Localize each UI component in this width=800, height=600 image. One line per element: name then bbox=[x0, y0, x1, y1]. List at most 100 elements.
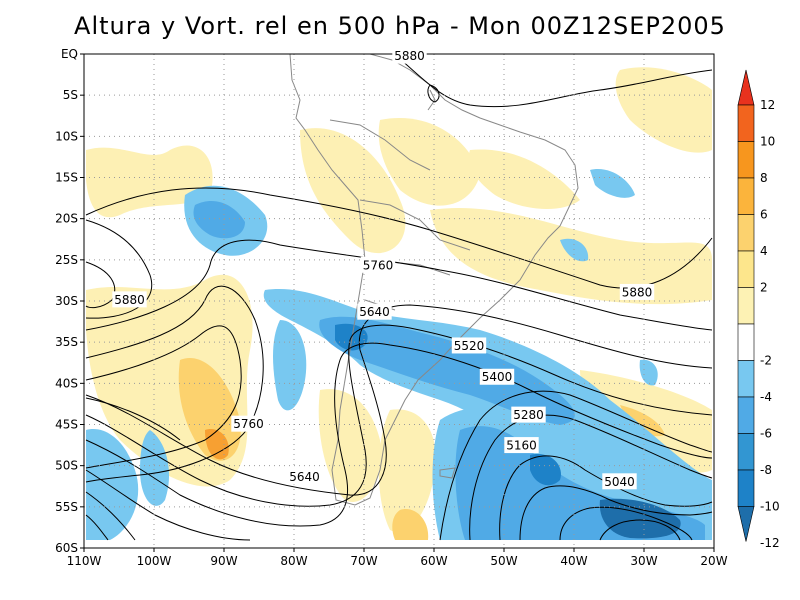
latitude-tick-label: 15S bbox=[55, 171, 78, 185]
height-contour bbox=[85, 491, 136, 541]
height-contour bbox=[85, 324, 713, 507]
contour-label: 5160 bbox=[506, 439, 537, 453]
negative-vorticity-area bbox=[193, 201, 245, 239]
south-america-coastline bbox=[289, 54, 579, 506]
longitude-tick-label: 30W bbox=[630, 554, 657, 568]
contour-label-background bbox=[451, 337, 487, 354]
country-border bbox=[427, 89, 436, 111]
graticule bbox=[84, 54, 714, 548]
height-contour bbox=[85, 397, 181, 441]
latitude-tick-label: 30S bbox=[55, 294, 78, 308]
contour-labels: 5880 5880 5880 5760 5760 5640 5640 5520 5400 5280… bbox=[112, 47, 655, 490]
height-contour bbox=[559, 506, 693, 541]
colorbar-segment bbox=[737, 104, 755, 142]
positive-vorticity-area bbox=[620, 405, 665, 437]
height-contour bbox=[519, 485, 713, 541]
contour-label: 5280 bbox=[513, 408, 544, 422]
contour-label-background bbox=[287, 468, 322, 485]
negative-vorticity-area bbox=[590, 169, 635, 198]
positive-vorticity-area bbox=[86, 145, 213, 218]
colorbar-label: 10 bbox=[760, 135, 775, 149]
colorbar: 12 10 8 6 4 2 -2 -4 -6 -8 -10 -12 bbox=[737, 69, 780, 550]
contour-label-background bbox=[360, 256, 396, 273]
negative-vorticity-area bbox=[530, 454, 561, 486]
colorbar-top-arrow bbox=[737, 69, 755, 106]
height-contour bbox=[469, 414, 713, 541]
longitude-axis-labels: 110W 100W 90W 80W 70W 60W 50W 40W 30W 20W bbox=[67, 554, 728, 568]
contour-label-background bbox=[511, 406, 546, 423]
colorbar-label: 4 bbox=[760, 244, 768, 258]
colorbar-label: -6 bbox=[760, 427, 772, 441]
positive-vorticity-area bbox=[318, 389, 381, 502]
longitude-tick-label: 20W bbox=[700, 554, 727, 568]
height-contour bbox=[85, 285, 264, 483]
colorbar-label: -12 bbox=[760, 536, 780, 550]
contour-label-background bbox=[112, 291, 147, 308]
negative-vorticity-area bbox=[140, 430, 170, 506]
contour-label-background bbox=[392, 47, 427, 64]
height-contour bbox=[85, 304, 713, 496]
contour-label: 5760 bbox=[363, 258, 394, 272]
latitude-tick-label: 35S bbox=[55, 335, 78, 349]
colorbar-segment bbox=[737, 433, 755, 471]
height-contour bbox=[85, 325, 242, 469]
height-contour bbox=[427, 84, 440, 103]
colorbar-segment bbox=[737, 214, 755, 252]
colorbar-segment bbox=[737, 141, 755, 179]
height-contour bbox=[85, 219, 153, 319]
positive-vorticity-area bbox=[378, 409, 436, 532]
colorbar-label: -8 bbox=[760, 463, 772, 477]
positive-vorticity-area bbox=[205, 429, 229, 460]
contour-label: 5520 bbox=[454, 339, 485, 353]
height-contour bbox=[85, 469, 251, 541]
longitude-tick-label: 50W bbox=[490, 554, 517, 568]
colorbar-segment bbox=[737, 177, 755, 215]
longitude-tick-label: 100W bbox=[137, 554, 172, 568]
latitude-tick-label: 50S bbox=[55, 459, 78, 473]
longitude-tick-label: 90W bbox=[210, 554, 237, 568]
height-contours bbox=[85, 54, 713, 541]
height-contour bbox=[85, 261, 116, 309]
latitude-tick-label: 5S bbox=[63, 88, 78, 102]
latitude-tick-label: 60S bbox=[55, 541, 78, 555]
latitude-tick-label: EQ bbox=[61, 47, 78, 61]
colorbar-segment bbox=[737, 360, 755, 398]
negative-vorticity-area bbox=[273, 320, 307, 411]
contour-label-background bbox=[602, 473, 637, 490]
map-title: Altura y Vort. rel en 500 hPa - Mon 00Z1… bbox=[74, 12, 726, 40]
latitude-tick-label: 55S bbox=[55, 500, 78, 514]
longitude-tick-label: 60W bbox=[420, 554, 447, 568]
positive-vorticity-area bbox=[378, 118, 480, 206]
positive-vorticity-area bbox=[392, 509, 429, 540]
contour-label-background bbox=[619, 283, 655, 300]
colorbar-label: 6 bbox=[760, 208, 768, 222]
colorbar-segment bbox=[737, 469, 755, 507]
colorbar-segment bbox=[737, 250, 755, 288]
contour-label: 5880 bbox=[622, 285, 653, 299]
latitude-tick-label: 40S bbox=[55, 376, 78, 390]
contour-label-background bbox=[504, 437, 539, 454]
colorbar-segment bbox=[737, 323, 755, 361]
contour-label: 5880 bbox=[394, 49, 425, 63]
height-contour bbox=[85, 342, 713, 527]
latitude-tick-label: 45S bbox=[55, 418, 78, 432]
positive-vorticity-area bbox=[468, 149, 580, 210]
colorbar-segment bbox=[737, 287, 755, 325]
colorbar-label: -2 bbox=[760, 354, 772, 368]
colorbar-label: -4 bbox=[760, 390, 772, 404]
longitude-tick-label: 80W bbox=[280, 554, 307, 568]
latitude-tick-label: 20S bbox=[55, 212, 78, 226]
longitude-tick-label: 110W bbox=[67, 554, 102, 568]
colorbar-label: 12 bbox=[760, 98, 775, 112]
longitude-tick-label: 40W bbox=[560, 554, 587, 568]
height-contour bbox=[599, 519, 681, 541]
negative-vorticity-area bbox=[639, 359, 658, 386]
contour-label: 5760 bbox=[233, 417, 264, 431]
axis-ticks bbox=[80, 53, 715, 552]
longitude-tick-label: 70W bbox=[350, 554, 377, 568]
contour-label: 5640 bbox=[359, 305, 390, 319]
negative-vorticity-area bbox=[86, 429, 139, 540]
falkland-islands bbox=[439, 467, 456, 479]
colorbar-bottom-arrow bbox=[737, 506, 755, 542]
